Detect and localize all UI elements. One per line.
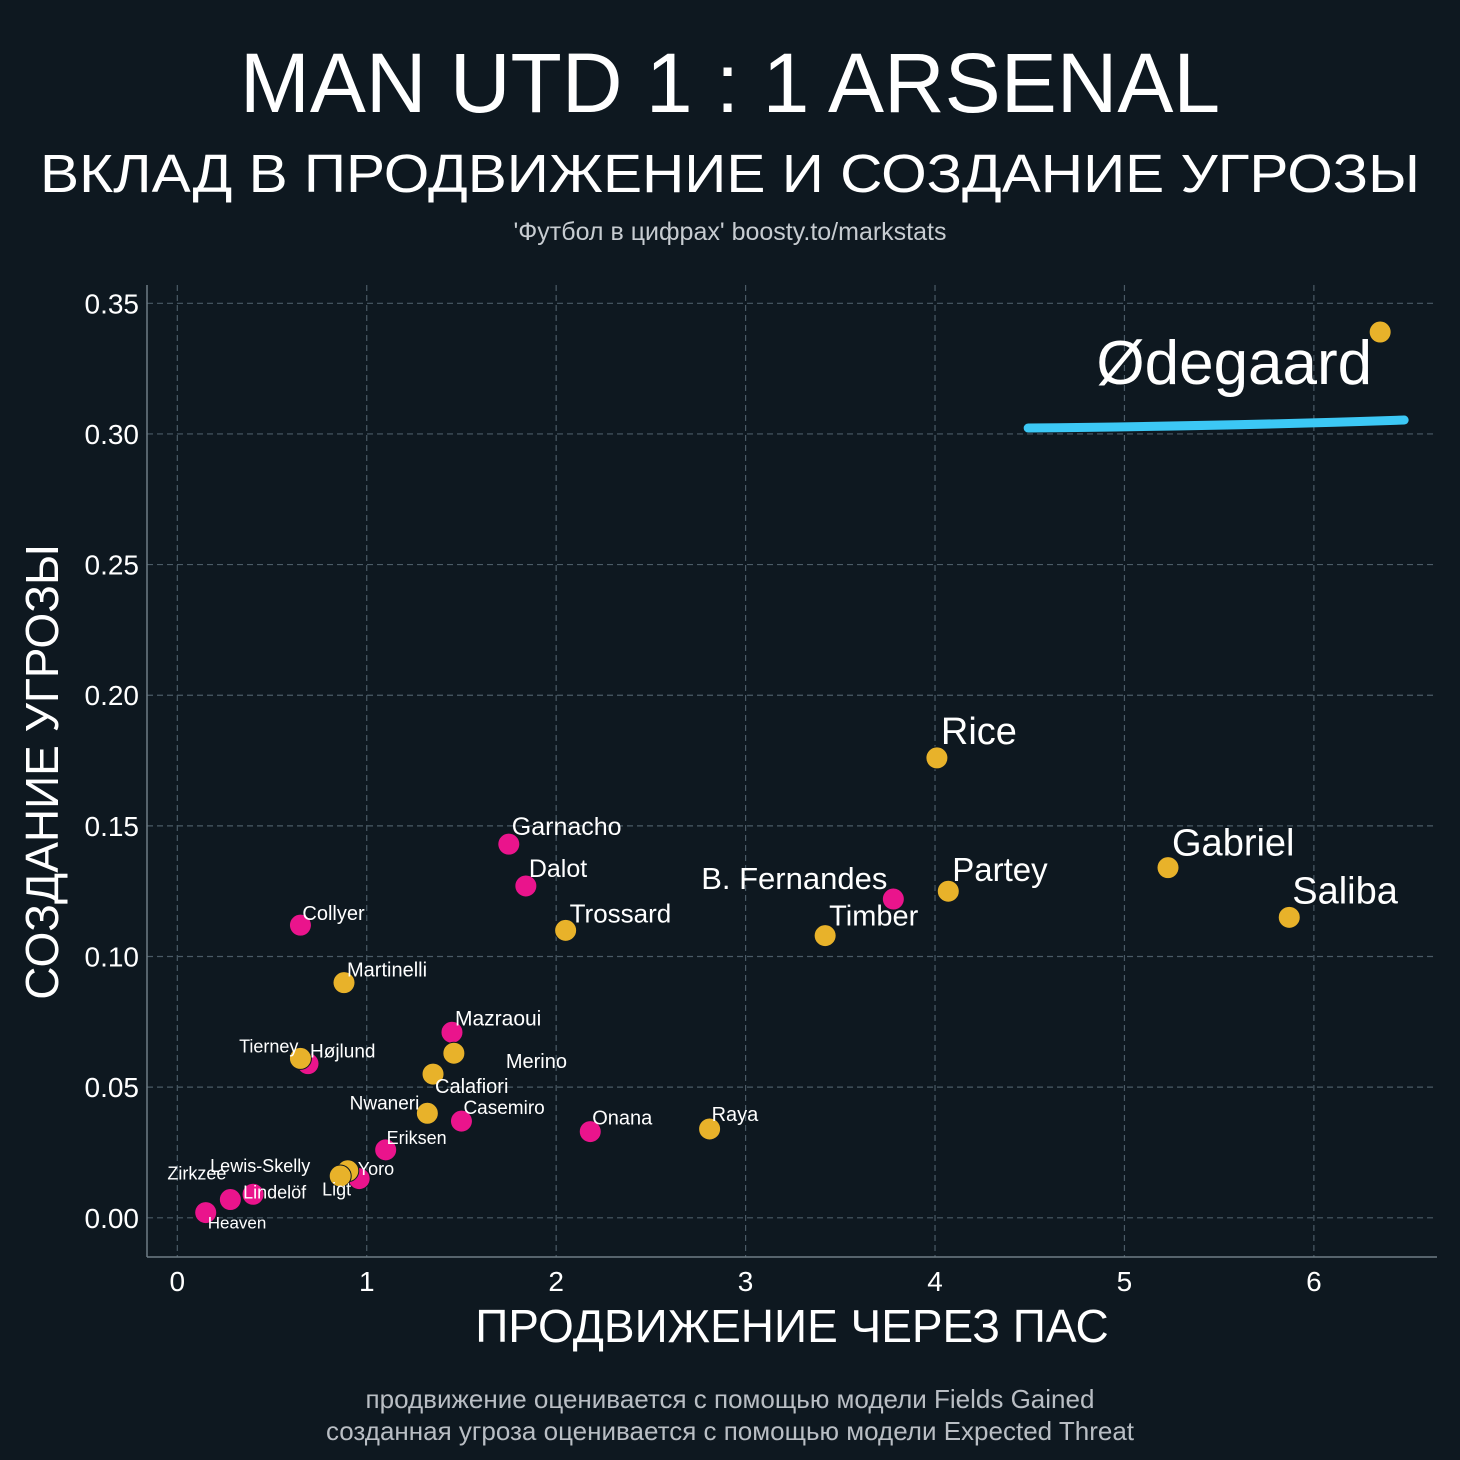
point-man_utd: [497, 832, 521, 856]
point-label: Gabriel: [1172, 823, 1295, 865]
point-man_utd: [578, 1120, 602, 1144]
point-label: Saliba: [1292, 870, 1398, 912]
data-points: [194, 320, 1392, 1225]
credit-line: 'Футбол в цифрах' boosty.to/markstats: [514, 218, 947, 246]
point-label: Raya: [712, 1104, 760, 1126]
point-arsenal: [421, 1062, 445, 1086]
point-man_utd: [218, 1188, 242, 1212]
y-axis-label: СОЗДАНИЕ УГРОЗЫ: [16, 544, 68, 999]
x-tick-label: 3: [738, 1266, 754, 1297]
point-label: Merino: [506, 1051, 567, 1073]
point-label: Yoro: [358, 1159, 394, 1179]
point-label: Garnacho: [512, 813, 622, 841]
point-label: Højlund: [310, 1042, 375, 1063]
annotation-layer: [1023, 415, 1409, 433]
point-arsenal: [288, 1046, 312, 1070]
x-tick-label: 1: [359, 1266, 375, 1297]
x-tick-label: 2: [548, 1266, 564, 1297]
y-tick-label: 0.35: [85, 288, 140, 319]
y-tick-label: 0.30: [85, 419, 140, 450]
point-man_utd: [881, 887, 905, 911]
point-label: Timber: [829, 901, 918, 933]
point-label: Dalot: [529, 855, 587, 883]
y-tick-label: 0.10: [85, 942, 140, 973]
point-label: Zirkzee: [167, 1164, 226, 1184]
highlight-underline: [1023, 415, 1409, 433]
x-tick-label: 6: [1306, 1266, 1322, 1297]
point-man_utd: [449, 1109, 473, 1133]
x-tick-label: 5: [1117, 1266, 1133, 1297]
point-man_utd: [288, 913, 312, 937]
point-man_utd: [514, 874, 538, 898]
point-label: Tierney: [239, 1036, 298, 1056]
point-arsenal: [554, 918, 578, 942]
footer-line-1: продвижение оценивается с помощью модели…: [366, 1384, 1095, 1414]
chart-title: MAN UTD 1 : 1 ARSENAL: [240, 36, 1220, 130]
point-label: Casemiro: [463, 1098, 544, 1119]
point-label: Heaven: [208, 1214, 267, 1233]
point-label: Rice: [941, 711, 1017, 753]
grid: [147, 285, 1437, 1257]
point-label: Ødegaard: [1096, 329, 1372, 398]
point-arsenal: [415, 1101, 439, 1125]
chart-subtitle: ВКЛАД В ПРОДВИЖЕНИЕ И СОЗДАНИЕ УГРОЗЫ: [40, 144, 1420, 204]
point-label: B. Fernandes: [701, 861, 887, 896]
footer-line-2: созданная угроза оценивается с помощью м…: [326, 1416, 1135, 1446]
y-tick-label: 0.05: [85, 1072, 140, 1103]
point-arsenal: [813, 924, 837, 948]
point-labels: Garnacho Dalot B. Fernandes Collyer Mazraoui…: [167, 329, 1398, 1233]
point-man_utd: [194, 1201, 218, 1225]
point-arsenal: [328, 1164, 352, 1188]
point-label: Trossard: [570, 898, 672, 928]
point-arsenal: [1277, 905, 1301, 929]
point-arsenal: [442, 1041, 466, 1065]
x-axis-label: ПРОДВИЖЕНИЕ ЧЕРЕЗ ПАС: [475, 1300, 1109, 1352]
x-tick-label: 4: [927, 1266, 943, 1297]
point-label: Calafiori: [435, 1076, 508, 1098]
point-label: Ligt: [322, 1180, 351, 1200]
point-arsenal: [936, 879, 960, 903]
point-label: Eriksen: [387, 1128, 447, 1148]
point-label: Nwaneri: [350, 1093, 420, 1114]
point-man_utd: [241, 1182, 265, 1206]
point-arsenal: [925, 746, 949, 770]
point-arsenal: [698, 1117, 722, 1141]
y-tick-label: 0.15: [85, 811, 140, 842]
y-tick-label: 0.00: [85, 1203, 140, 1234]
point-label: Partey: [952, 851, 1048, 888]
axes: 0 1 2 3 4 5 6 0.00 0.05 0.10 0.15 0.20 0.25 0.30 0.35: [85, 285, 1437, 1297]
point-label: Martinelli: [347, 960, 427, 982]
point-label: Lindelöf: [243, 1182, 307, 1202]
point-label: Collyer: [302, 903, 365, 925]
point-arsenal: [1368, 320, 1392, 344]
y-tick-label: 0.25: [85, 550, 140, 581]
point-label: Onana: [592, 1108, 653, 1130]
point-arsenal: [1156, 856, 1180, 880]
y-tick-label: 0.20: [85, 680, 140, 711]
x-tick-label: 0: [170, 1266, 186, 1297]
point-label: Lewis-Skelly: [210, 1156, 310, 1176]
point-arsenal: [332, 971, 356, 995]
point-man_utd: [374, 1138, 398, 1162]
point-label: Mazraoui: [455, 1007, 541, 1030]
